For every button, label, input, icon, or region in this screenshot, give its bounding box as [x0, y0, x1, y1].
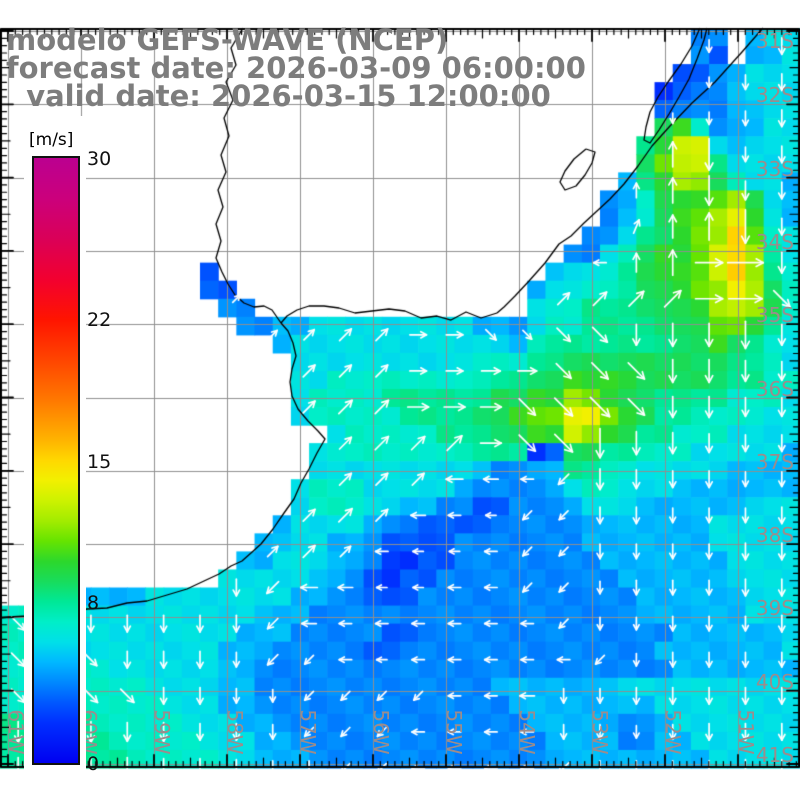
lon-label-56W: 56W — [369, 709, 393, 755]
lon-label-53W: 53W — [588, 709, 612, 755]
colorbar-gradient — [32, 156, 80, 765]
lat-label-35S: 35S — [755, 303, 794, 328]
lon-label-55W: 55W — [442, 709, 466, 755]
lat-label-36S: 36S — [755, 376, 794, 401]
lon-label-59W: 59W — [150, 709, 174, 755]
colorbar-unit-label: [m/s] — [29, 130, 74, 150]
lon-label-58W: 58W — [223, 709, 247, 755]
lat-label-40S: 40S — [755, 669, 794, 694]
lat-label-37S: 37S — [755, 449, 794, 474]
lat-label-31S: 31S — [755, 29, 794, 53]
lon-label-57W: 57W — [296, 709, 320, 755]
colorbar-tick-8: 8 — [87, 591, 100, 614]
lon-label-52W: 52W — [661, 709, 685, 755]
lon-label-54W: 54W — [515, 709, 539, 755]
lat-label-32S: 32S — [755, 83, 794, 108]
lat-label-41S: 41S — [755, 743, 794, 767]
colorbar-tick-22: 22 — [87, 309, 112, 332]
lat-label-34S: 34S — [755, 229, 794, 254]
lon-label-51W: 51W — [734, 709, 758, 755]
colorbar-tick-15: 15 — [87, 450, 112, 473]
lat-label-38S: 38S — [755, 523, 794, 548]
colorbar: [m/s] — [24, 116, 86, 772]
lat-label-39S: 39S — [755, 596, 794, 621]
lat-label-33S: 33S — [755, 156, 794, 181]
colorbar-tick-30: 30 — [87, 148, 112, 170]
colorbar-tick-0: 0 — [87, 753, 100, 775]
